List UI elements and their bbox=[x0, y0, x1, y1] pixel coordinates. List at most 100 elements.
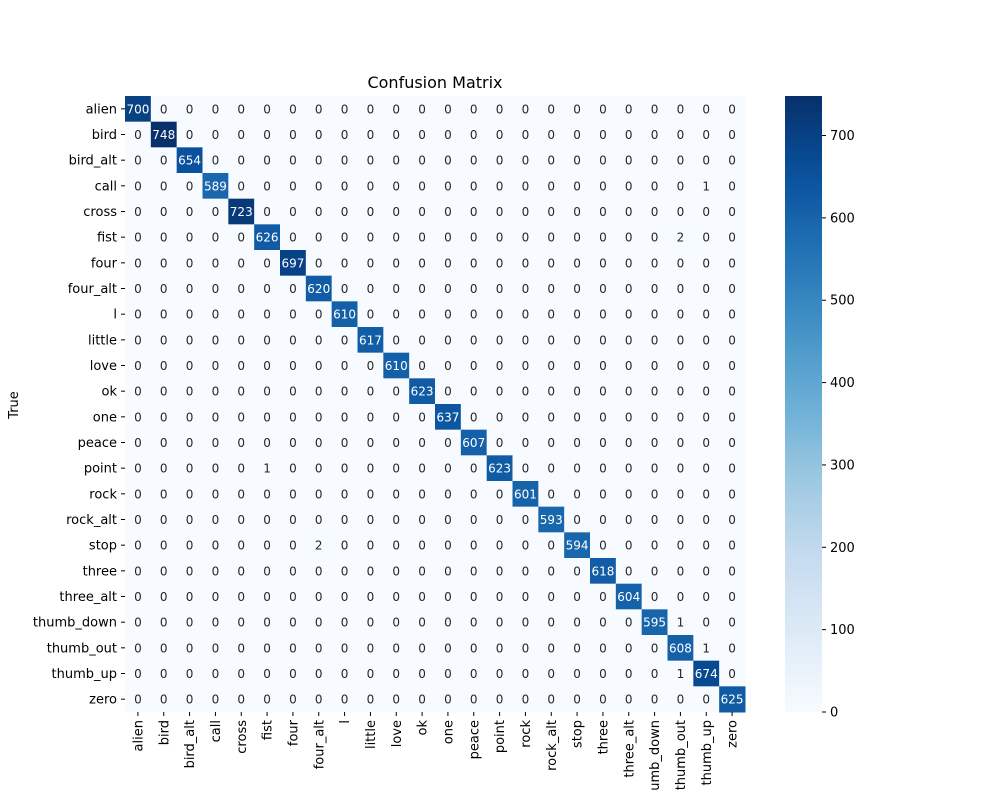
cell-value-label: 0 bbox=[599, 410, 607, 424]
cell-value-label: 0 bbox=[263, 436, 271, 450]
cell-value-label: 0 bbox=[160, 333, 168, 347]
cell-value-label: 0 bbox=[702, 154, 710, 168]
cell-value-label: 0 bbox=[237, 231, 245, 245]
cell-value-label: 0 bbox=[702, 693, 710, 707]
cell-value-label: 0 bbox=[728, 385, 736, 399]
cell-value-label: 0 bbox=[392, 487, 400, 501]
cell-value-label: 0 bbox=[212, 513, 220, 527]
cell-value-label: 0 bbox=[186, 590, 194, 604]
cell-value-label: 0 bbox=[573, 462, 581, 476]
cell-value-label: 0 bbox=[186, 539, 194, 553]
cell-value-label: 0 bbox=[392, 128, 400, 142]
cell-value-label: 0 bbox=[134, 231, 142, 245]
cell-value-label: 0 bbox=[212, 205, 220, 219]
cell-value-label: 0 bbox=[237, 102, 245, 116]
cell-value-label: 0 bbox=[237, 333, 245, 347]
cell-value-label: 0 bbox=[263, 667, 271, 681]
cell-value-label: 0 bbox=[341, 693, 349, 707]
cell-value-label: 748 bbox=[152, 128, 175, 142]
cell-value-label: 0 bbox=[677, 436, 685, 450]
cell-value-label: 0 bbox=[702, 128, 710, 142]
cell-value-label: 0 bbox=[677, 410, 685, 424]
cell-value-label: 0 bbox=[418, 693, 426, 707]
cell-value-label: 0 bbox=[496, 256, 504, 270]
cell-value-label: 0 bbox=[341, 667, 349, 681]
cell-value-label: 0 bbox=[341, 282, 349, 296]
y-tick-label: zero bbox=[89, 693, 117, 708]
cell-value-label: 0 bbox=[186, 410, 194, 424]
cell-value-label: 0 bbox=[263, 308, 271, 322]
cell-value-label: 0 bbox=[677, 308, 685, 322]
cell-value-label: 0 bbox=[547, 154, 555, 168]
cell-value-label: 0 bbox=[418, 231, 426, 245]
cell-value-label: 0 bbox=[418, 256, 426, 270]
colorbar-tick-label: 100 bbox=[830, 623, 855, 638]
cell-value-label: 0 bbox=[496, 616, 504, 630]
y-tick-label: three bbox=[83, 564, 117, 579]
cell-value-label: 610 bbox=[385, 359, 408, 373]
cell-value-label: 0 bbox=[625, 256, 633, 270]
y-tick-label: bird_alt bbox=[69, 154, 117, 169]
cell-value-label: 0 bbox=[728, 513, 736, 527]
cell-value-label: 0 bbox=[547, 693, 555, 707]
cell-value-label: 0 bbox=[496, 359, 504, 373]
cell-value-label: 0 bbox=[702, 308, 710, 322]
cell-value-label: 0 bbox=[728, 539, 736, 553]
cell-value-label: 0 bbox=[625, 231, 633, 245]
cell-value-label: 0 bbox=[677, 359, 685, 373]
cell-value-label: 0 bbox=[263, 333, 271, 347]
cell-value-label: 0 bbox=[212, 462, 220, 476]
cell-value-label: 0 bbox=[263, 359, 271, 373]
y-tick-label: ok bbox=[102, 385, 118, 400]
cell-value-label: 0 bbox=[367, 590, 375, 604]
x-tick-label: fist bbox=[261, 720, 276, 740]
cell-value-label: 0 bbox=[573, 359, 581, 373]
cell-value-label: 0 bbox=[289, 641, 297, 655]
cell-value-label: 1 bbox=[677, 616, 685, 630]
cell-value-label: 0 bbox=[522, 231, 530, 245]
cell-value-label: 0 bbox=[186, 231, 194, 245]
cell-value-label: 0 bbox=[392, 462, 400, 476]
cell-value-label: 608 bbox=[669, 641, 692, 655]
y-tick-label: bird bbox=[92, 128, 117, 143]
cell-value-label: 0 bbox=[186, 616, 194, 630]
cell-value-label: 2 bbox=[315, 539, 323, 553]
cell-value-label: 0 bbox=[470, 641, 478, 655]
cell-value-label: 0 bbox=[444, 205, 452, 219]
cell-value-label: 0 bbox=[418, 333, 426, 347]
cell-value-label: 0 bbox=[418, 154, 426, 168]
x-tick-label: point bbox=[493, 720, 508, 753]
cell-value-label: 0 bbox=[212, 436, 220, 450]
cell-value-label: 0 bbox=[289, 590, 297, 604]
cell-value-label: 0 bbox=[702, 205, 710, 219]
cell-value-label: 0 bbox=[599, 231, 607, 245]
cell-value-label: 0 bbox=[599, 436, 607, 450]
cell-value-label: 0 bbox=[522, 667, 530, 681]
colorbar-tick-label: 400 bbox=[830, 376, 855, 391]
cell-value-label: 723 bbox=[230, 205, 253, 219]
cell-value-label: 0 bbox=[728, 102, 736, 116]
cell-value-label: 0 bbox=[728, 410, 736, 424]
cell-value-label: 0 bbox=[522, 462, 530, 476]
cell-value-label: 0 bbox=[289, 693, 297, 707]
cell-value-label: 0 bbox=[496, 231, 504, 245]
cell-value-label: 0 bbox=[134, 256, 142, 270]
cell-value-label: 0 bbox=[470, 513, 478, 527]
cell-value-label: 0 bbox=[315, 667, 323, 681]
cell-value-label: 0 bbox=[315, 179, 323, 193]
cell-value-label: 0 bbox=[728, 179, 736, 193]
cell-value-label: 0 bbox=[367, 128, 375, 142]
cell-value-label: 0 bbox=[522, 359, 530, 373]
cell-value-label: 0 bbox=[212, 410, 220, 424]
cell-value-label: 0 bbox=[134, 154, 142, 168]
cell-value-label: 0 bbox=[289, 282, 297, 296]
cell-value-label: 0 bbox=[522, 641, 530, 655]
cell-value-label: 0 bbox=[677, 333, 685, 347]
cell-value-label: 0 bbox=[728, 154, 736, 168]
cell-value-label: 623 bbox=[411, 385, 434, 399]
cell-value-label: 0 bbox=[625, 385, 633, 399]
cell-value-label: 0 bbox=[651, 462, 659, 476]
cell-value-label: 0 bbox=[702, 616, 710, 630]
cell-value-label: 0 bbox=[728, 436, 736, 450]
cell-value-label: 604 bbox=[617, 590, 640, 604]
